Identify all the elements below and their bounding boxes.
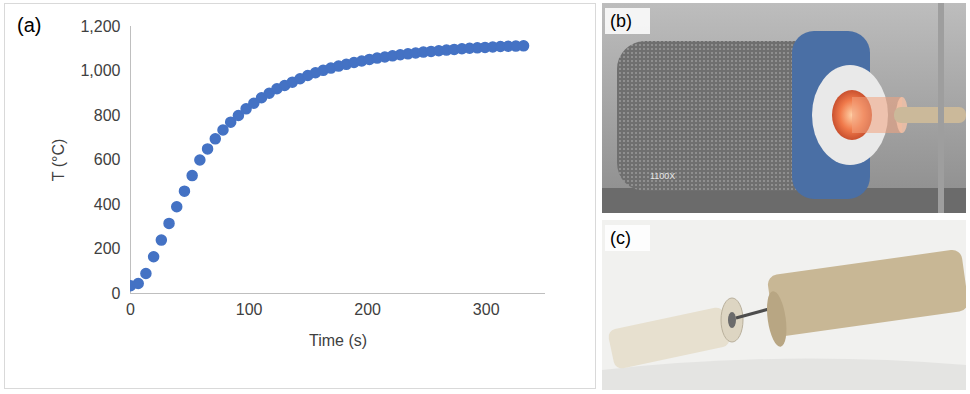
svg-text:0: 0 [112,285,121,302]
html-text:(a): (a) [17,14,42,36]
svg-text:1100X: 1100X [650,171,675,181]
svg-text:1,200: 1,200 [80,18,120,35]
svg-text:200: 200 [94,240,121,257]
svg-text:Time (s): Time (s) [309,332,367,349]
svg-text:400: 400 [94,196,121,213]
svg-text:(b): (b) [610,11,632,31]
svg-text:200: 200 [354,301,381,318]
svg-text:800: 800 [94,107,121,124]
svg-text:(c): (c) [610,228,631,248]
svg-text:1,000: 1,000 [80,62,120,79]
svg-text:300: 300 [473,301,500,318]
svg-text:T (°C): T (°C) [50,139,67,182]
svg-text:0: 0 [126,301,135,318]
svg-text:100: 100 [236,301,263,318]
svg-text:600: 600 [94,151,121,168]
